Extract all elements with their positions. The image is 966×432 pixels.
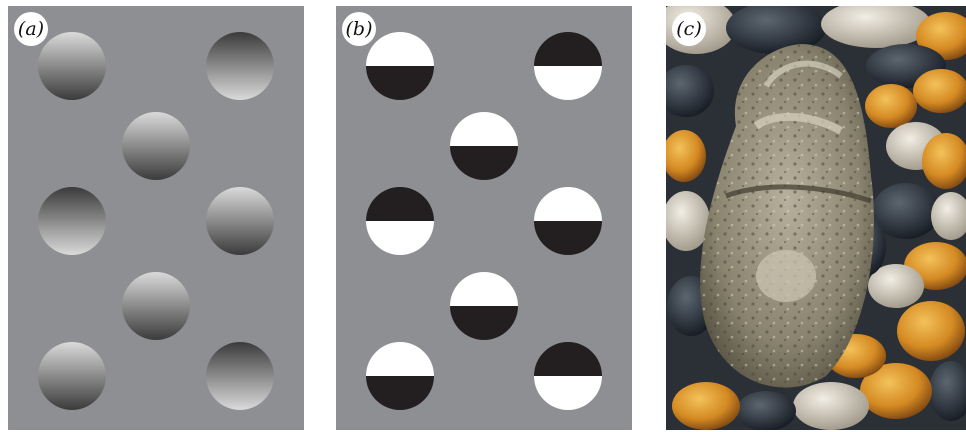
two-tone-disc-row1-right	[534, 32, 602, 100]
disc-top-half	[534, 187, 602, 221]
disc-bottom-half	[450, 306, 518, 340]
panel-b-label: (b)	[342, 12, 376, 46]
panel-b-two-tone-discs: (b)	[336, 6, 632, 430]
shaded-disc-row1-left	[38, 32, 106, 100]
two-tone-disc-row2-center	[450, 112, 518, 180]
shaded-disc-row5-left	[38, 342, 106, 410]
two-tone-disc-row4-center	[450, 272, 518, 340]
disc-top-half	[534, 342, 602, 376]
two-tone-discs-figure	[336, 6, 632, 430]
shaded-disc-row4-center	[122, 272, 190, 340]
disc-bottom-half	[366, 66, 434, 100]
disc-bottom-half	[450, 146, 518, 180]
panel-c-label: (c)	[672, 12, 706, 46]
disc-bottom-half	[534, 66, 602, 100]
shaded-disc-row3-left	[38, 187, 106, 255]
two-tone-disc-row5-right	[534, 342, 602, 410]
disc-bottom-half	[534, 376, 602, 410]
disc-top-half	[450, 272, 518, 306]
disc-top-half	[366, 32, 434, 66]
shaded-discs-figure	[8, 6, 304, 430]
cuttlefish	[700, 44, 874, 388]
disc-top-half	[366, 342, 434, 376]
cuttlefish-on-pebbles-photo	[666, 6, 966, 430]
two-tone-disc-row3-left	[366, 187, 434, 255]
panel-a-shaded-discs: (a)	[8, 6, 304, 430]
shaded-disc-row5-right	[206, 342, 274, 410]
shaded-disc-row2-center	[122, 112, 190, 180]
disc-top-half	[450, 112, 518, 146]
panel-c-photo: (c)	[666, 6, 966, 430]
disc-top-half	[534, 32, 602, 66]
shaded-disc-row3-right	[206, 187, 274, 255]
two-tone-disc-row5-left	[366, 342, 434, 410]
panel-a-label: (a)	[14, 12, 48, 46]
disc-bottom-half	[366, 221, 434, 255]
shaded-disc-row1-right	[206, 32, 274, 100]
disc-bottom-half	[534, 221, 602, 255]
disc-bottom-half	[366, 376, 434, 410]
two-tone-disc-row3-right	[534, 187, 602, 255]
two-tone-disc-row1-left	[366, 32, 434, 100]
disc-top-half	[366, 187, 434, 221]
